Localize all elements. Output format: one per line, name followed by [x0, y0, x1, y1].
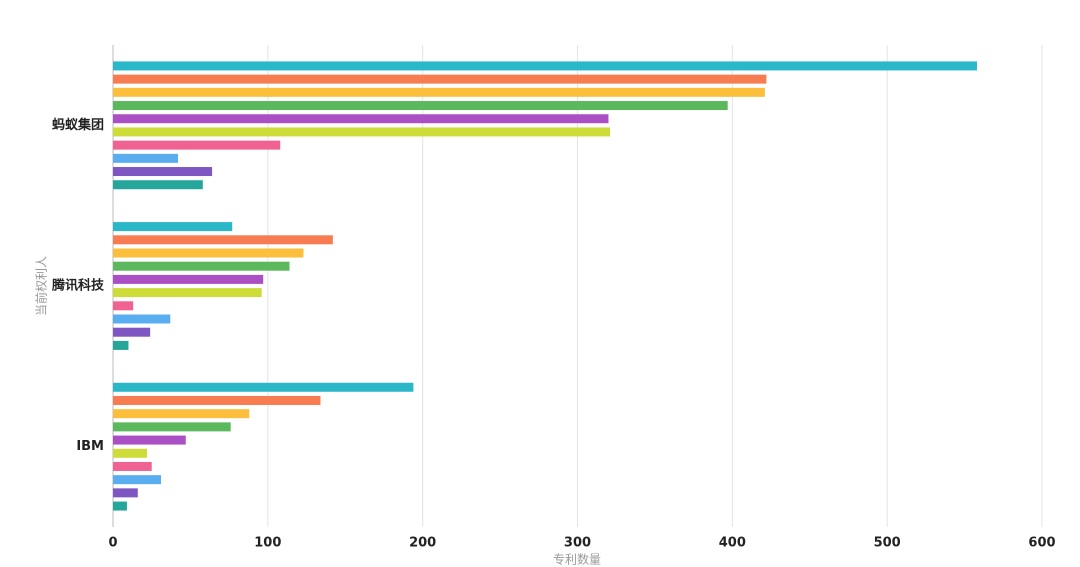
bar — [113, 314, 171, 324]
bar — [113, 448, 148, 458]
bar — [113, 475, 161, 485]
y-axis-title: 当前权利人 — [34, 256, 49, 316]
bar — [113, 488, 138, 498]
bar — [113, 140, 281, 150]
x-tick-label: 100 — [254, 536, 281, 551]
bar — [113, 288, 262, 298]
bar — [113, 409, 250, 419]
bar — [113, 422, 231, 432]
bar — [113, 327, 151, 337]
bar — [113, 395, 321, 405]
bar — [113, 127, 611, 137]
bar — [113, 101, 728, 111]
bar — [113, 222, 233, 232]
x-tick-label: 0 — [108, 536, 117, 551]
bar — [113, 340, 129, 350]
bar — [113, 61, 977, 71]
bar — [113, 153, 179, 163]
y-tick-label: 蚂蚁集团 — [52, 117, 104, 133]
bar — [113, 461, 152, 471]
y-tick-label: 腾讯科技 — [51, 278, 105, 294]
x-tick-label: 500 — [874, 536, 901, 551]
bar — [113, 382, 414, 392]
bar — [113, 301, 134, 311]
x-axis-title: 专利数量 — [553, 552, 601, 567]
bar — [113, 180, 203, 190]
bar — [113, 74, 767, 84]
bar — [113, 261, 290, 271]
x-tick-label: 200 — [409, 536, 436, 551]
bar — [113, 274, 264, 284]
bar — [113, 435, 186, 445]
bar — [113, 248, 304, 258]
bar — [113, 114, 609, 124]
x-tick-label: 400 — [719, 536, 746, 551]
bar — [113, 235, 333, 245]
y-tick-label: IBM — [76, 439, 104, 454]
bar — [113, 87, 765, 97]
x-tick-label: 600 — [1028, 536, 1055, 551]
bar — [113, 501, 127, 511]
x-tick-label: 300 — [564, 536, 591, 551]
bar — [113, 167, 213, 177]
